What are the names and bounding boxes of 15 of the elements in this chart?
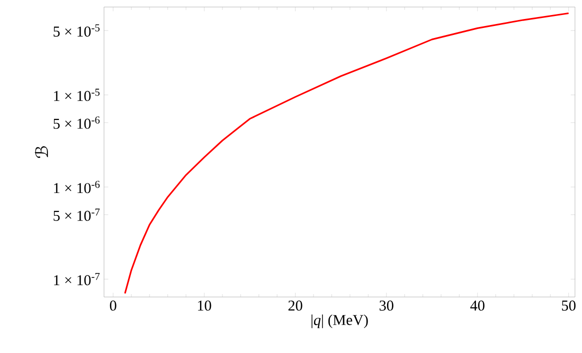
x-tick-label: 50 bbox=[562, 300, 576, 311]
x-tick-label: 10 bbox=[198, 300, 212, 311]
x-axis-title: |q| (MeV) bbox=[312, 314, 368, 328]
x-tick-label: 40 bbox=[470, 300, 484, 311]
y-tick-label: 1 × 10$^{-6}$ bbox=[54, 180, 100, 194]
x-tick-label: 0 bbox=[110, 300, 116, 311]
y-tick-label: 5 × 10$^{-7}$ bbox=[54, 208, 100, 221]
y-tick-label: 5 × 10$^{-5}$ bbox=[54, 24, 100, 37]
y-axis-title: ℬ bbox=[34, 146, 48, 158]
y-tick-label: 1 × 10$^{-5}$ bbox=[54, 88, 100, 102]
y-tick-label: 1 × 10$^{-7}$ bbox=[54, 273, 100, 286]
x-tick-label: 30 bbox=[380, 300, 394, 311]
line-series bbox=[124, 12, 570, 294]
x-tick-label: 20 bbox=[288, 300, 302, 311]
y-tick-label: 5 × 10$^{-6}$ bbox=[54, 116, 100, 129]
